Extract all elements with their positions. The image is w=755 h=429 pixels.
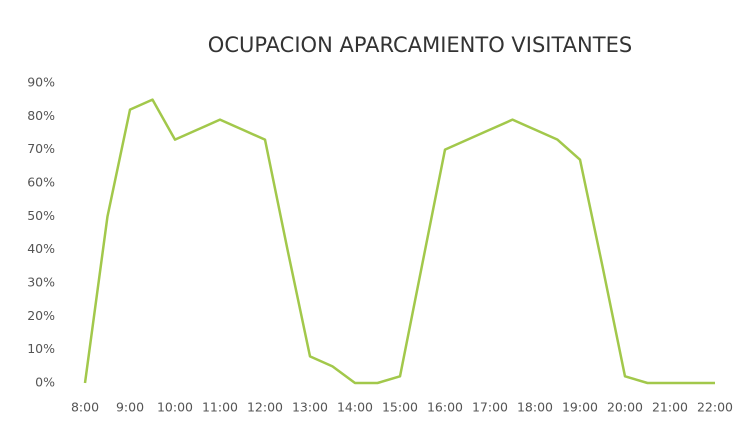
x-tick-label: 22:00 (697, 400, 733, 415)
y-tick-label: 40% (27, 241, 55, 256)
x-tick-label: 14:00 (337, 400, 373, 415)
y-tick-label: 30% (27, 275, 55, 290)
x-tick-label: 17:00 (472, 400, 508, 415)
x-tick-label: 8:00 (71, 400, 99, 415)
y-tick-label: 60% (27, 175, 55, 190)
x-tick-label: 16:00 (427, 400, 463, 415)
x-tick-label: 19:00 (562, 400, 598, 415)
x-tick-label: 15:00 (382, 400, 418, 415)
x-tick-label: 13:00 (292, 400, 328, 415)
x-tick-label: 12:00 (247, 400, 283, 415)
x-tick-label: 11:00 (202, 400, 238, 415)
x-tick-label: 20:00 (607, 400, 643, 415)
x-tick-label: 18:00 (517, 400, 553, 415)
y-tick-label: 70% (27, 141, 55, 156)
chart-title: OCUPACION APARCAMIENTO VISITANTES (208, 33, 632, 57)
y-tick-label: 80% (27, 108, 55, 123)
x-tick-label: 21:00 (652, 400, 688, 415)
y-tick-label: 20% (27, 308, 55, 323)
x-tick-label: 10:00 (157, 400, 193, 415)
line-series (83, 98, 715, 385)
y-tick-label: 0% (35, 375, 55, 390)
x-tick-label: 9:00 (116, 400, 144, 415)
y-tick-label: 90% (27, 75, 55, 90)
y-tick-label: 50% (27, 208, 55, 223)
y-tick-label: 10% (27, 341, 55, 356)
